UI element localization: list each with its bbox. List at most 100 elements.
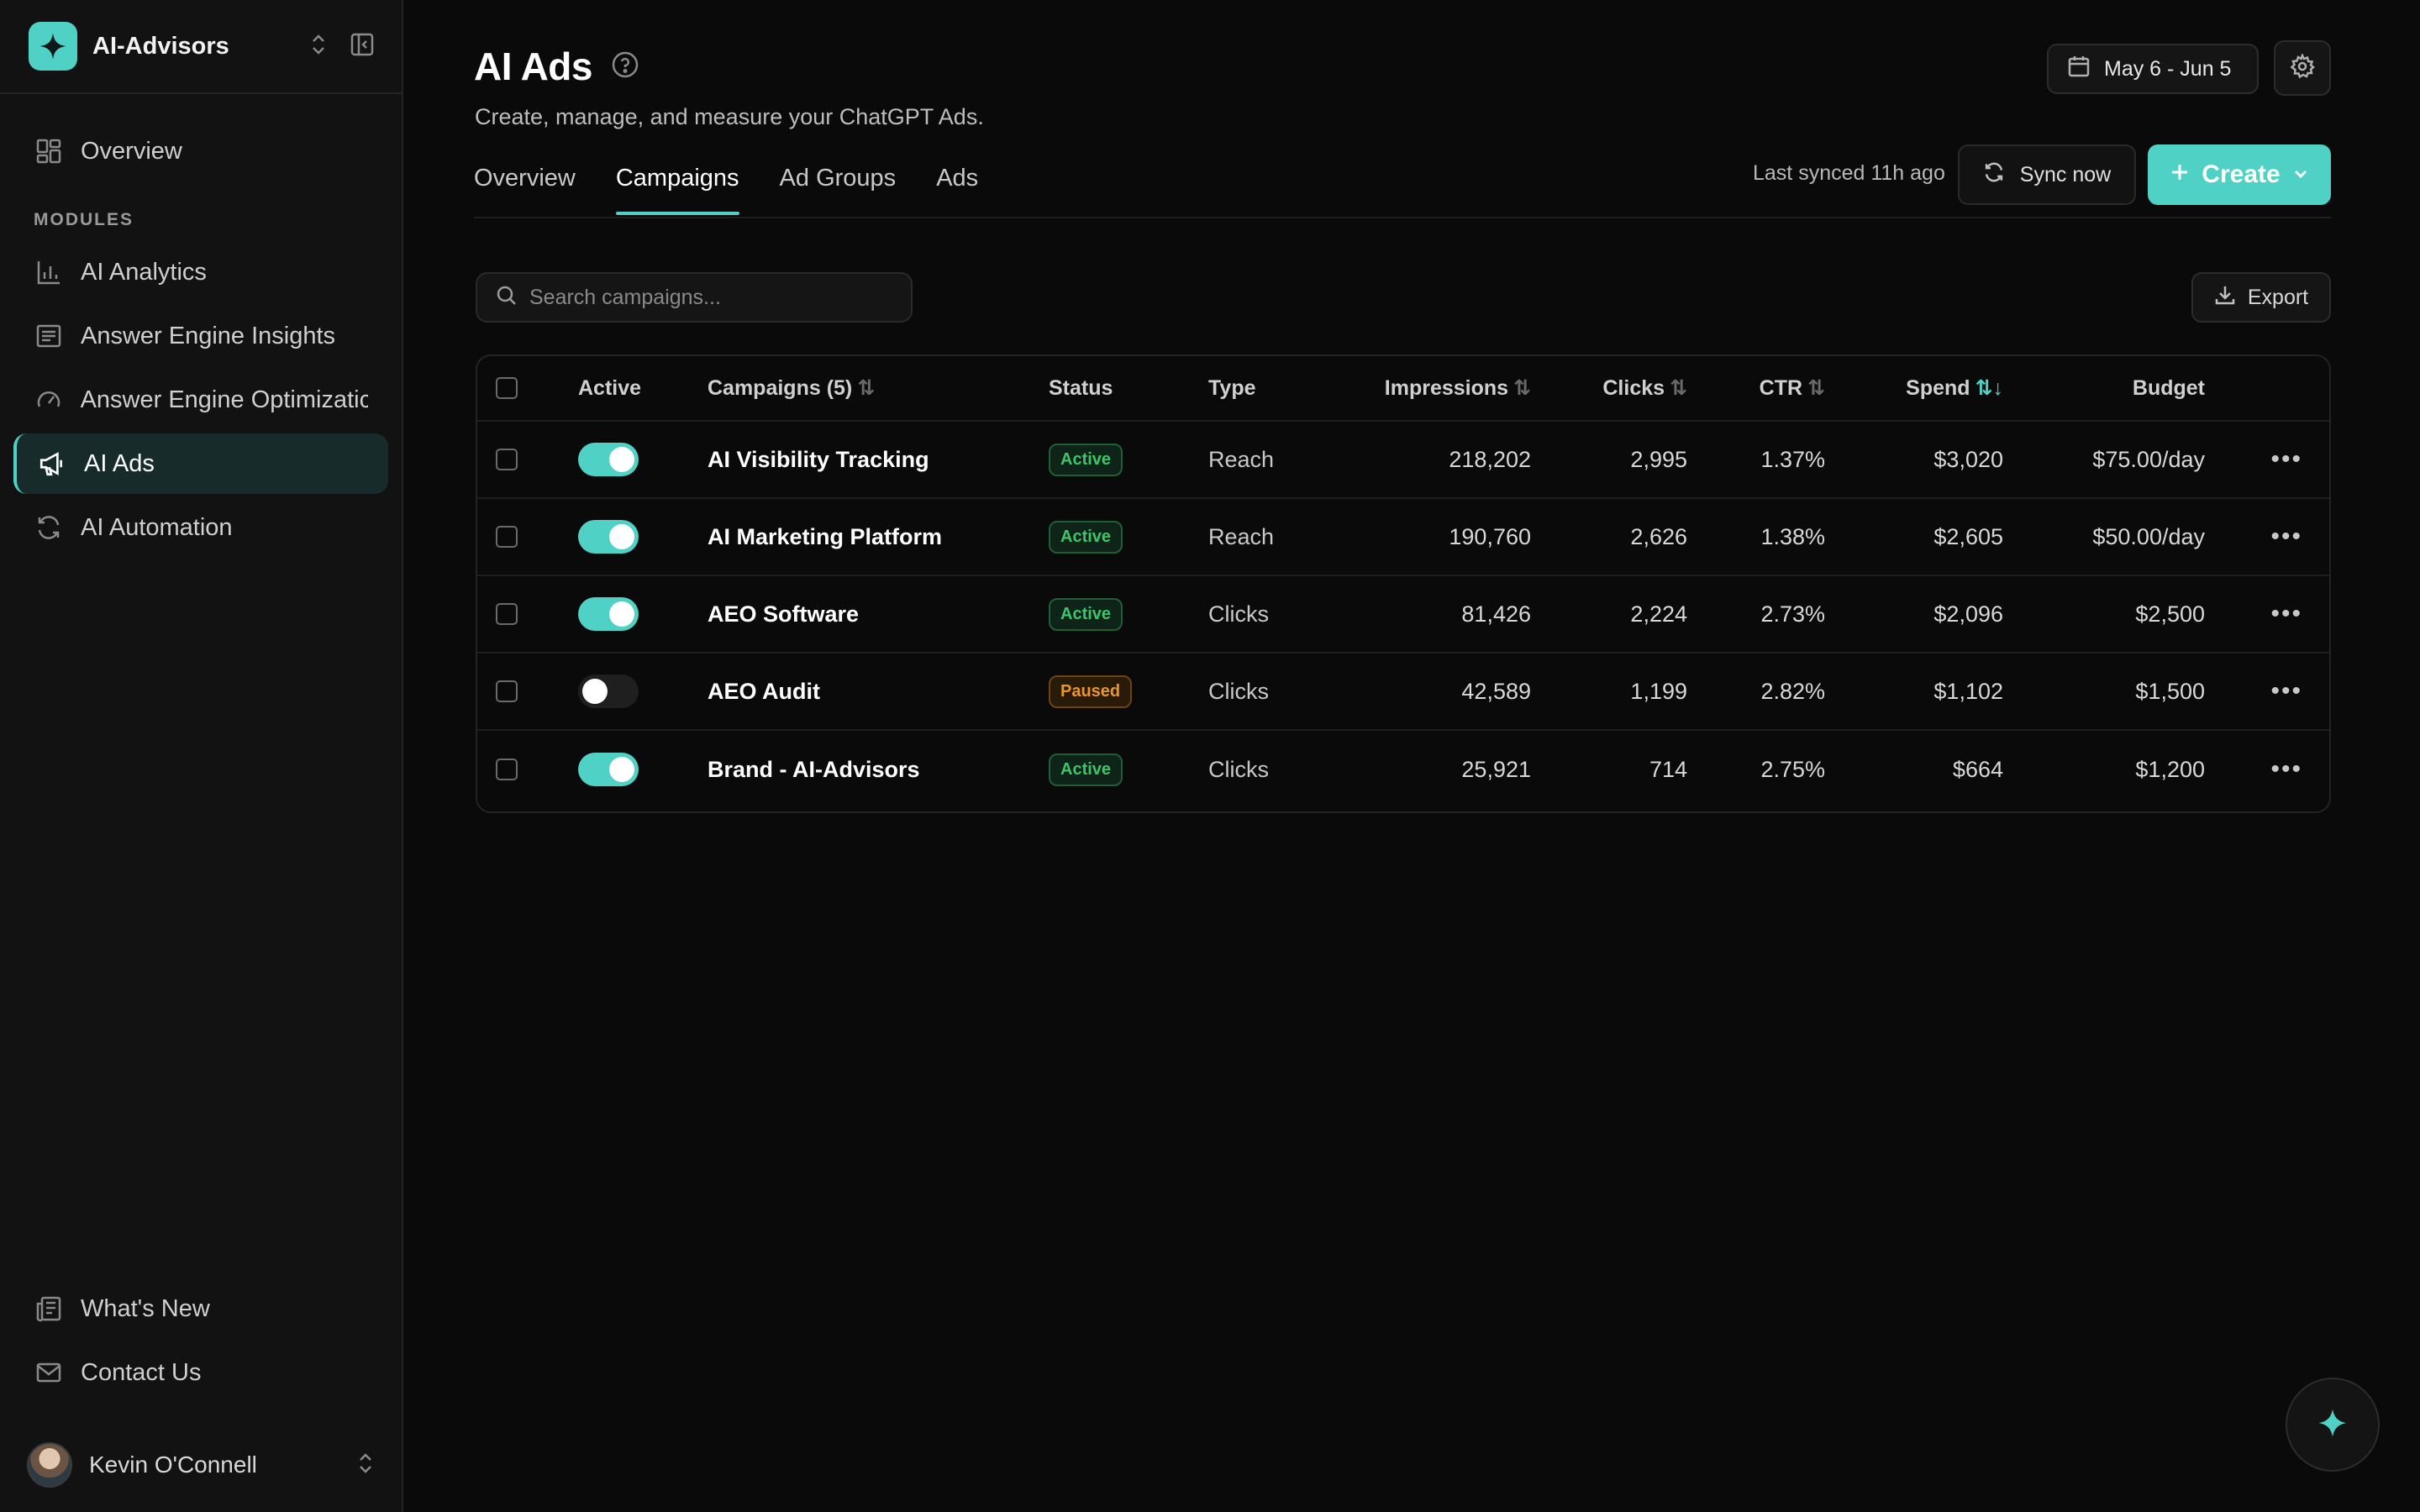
campaign-name[interactable]: AEO Software (708, 601, 860, 627)
campaign-name[interactable]: Brand - AI-Advisors (708, 756, 920, 782)
clicks-value: 2,626 (1630, 523, 1687, 549)
date-range-button[interactable]: May 6 - Jun 5 (2047, 44, 2259, 94)
workspace-switcher[interactable]: AI-Advisors (0, 0, 402, 94)
sidebar-item-label: Overview (81, 137, 182, 165)
sidebar-item-label: Contact Us (81, 1358, 202, 1386)
more-options-icon[interactable]: ••• (2270, 677, 2302, 705)
active-toggle[interactable] (578, 753, 639, 786)
sidebar-item-ai-automation[interactable]: AI Automation (13, 497, 388, 558)
page-subtitle: Create, manage, and measure your ChatGPT… (475, 104, 984, 129)
sync-now-button[interactable]: Sync now (1958, 144, 2136, 205)
status-badge: Active (1049, 520, 1123, 554)
active-toggle[interactable] (578, 443, 639, 476)
sidebar-item-label: AI Automation (81, 513, 233, 541)
row-checkbox[interactable] (496, 759, 518, 780)
newspaper-icon (34, 1294, 64, 1324)
sidebar-item-answer-engine-insights[interactable]: Answer Engine Insights (13, 306, 388, 366)
spend-value: $2,096 (1933, 601, 2003, 627)
more-options-icon[interactable]: ••• (2270, 522, 2302, 550)
sparkle-logo-icon (29, 22, 77, 71)
search-input[interactable] (529, 285, 892, 310)
campaign-name[interactable]: AEO Audit (708, 678, 820, 704)
budget-value: $75.00/day (2092, 446, 2205, 472)
export-button[interactable]: Export (2191, 272, 2331, 323)
table-row: AI Marketing Platform Active Reach 190,7… (477, 499, 2329, 576)
clicks-value: 1,199 (1630, 678, 1687, 704)
row-checkbox[interactable] (496, 603, 518, 625)
header-clicks-label: Clicks (1602, 376, 1665, 400)
calendar-icon (2067, 55, 2091, 84)
tab-ad-groups[interactable]: Ad Groups (779, 165, 897, 192)
table-row: AEO Audit Paused Clicks 42,589 1,199 2.8… (477, 654, 2329, 731)
more-options-icon[interactable]: ••• (2270, 755, 2302, 783)
sidebar-item-ai-analytics[interactable]: AI Analytics (13, 242, 388, 302)
gauge-icon (34, 385, 64, 415)
sidebar-item-contact-us[interactable]: Contact Us (13, 1342, 388, 1403)
active-toggle[interactable] (578, 675, 639, 708)
search-icon (496, 285, 518, 311)
user-menu[interactable]: Kevin O'Connell (27, 1440, 375, 1490)
sort-icon: ⇅ (1807, 376, 1825, 400)
tab-campaigns[interactable]: Campaigns (615, 165, 739, 218)
row-checkbox[interactable] (496, 680, 518, 702)
select-all-checkbox[interactable] (496, 377, 518, 399)
header-spend-label: Spend (1906, 376, 1970, 400)
gear-icon (2290, 52, 2315, 83)
avatar (27, 1442, 72, 1488)
collapse-sidebar-icon[interactable] (350, 32, 375, 61)
sort-icon: ⇅ (1670, 376, 1687, 400)
header-impressions-label: Impressions (1384, 376, 1509, 400)
sparkle-icon (2316, 1406, 2349, 1444)
campaigns-table: Active Campaigns (5) ⇅ Status Type Impres… (476, 354, 2331, 813)
campaign-name[interactable]: AI Visibility Tracking (708, 446, 929, 472)
table-row: AI Visibility Tracking Active Reach 218,… (477, 422, 2329, 499)
budget-value: $2,500 (2135, 601, 2205, 627)
sync-now-label: Sync now (2019, 162, 2112, 186)
refresh-icon (1983, 161, 2005, 189)
active-toggle[interactable] (578, 597, 639, 631)
header-ctr[interactable]: CTR ⇅ (1760, 375, 1825, 401)
create-button[interactable]: Create (2148, 144, 2331, 205)
refresh-icon (34, 512, 64, 543)
last-synced-text: Last synced 11h ago (1753, 161, 1945, 185)
chevron-down-icon (2292, 160, 2309, 189)
header-impressions[interactable]: Impressions ⇅ (1385, 375, 1531, 401)
ai-assistant-button[interactable] (2286, 1378, 2380, 1472)
date-range-label: May 6 - Jun 5 (2104, 56, 2232, 81)
tab-ads[interactable]: Ads (936, 165, 979, 192)
spend-value: $664 (1952, 756, 2003, 782)
status-badge: Active (1049, 443, 1123, 476)
sidebar-item-whats-new[interactable]: What's New (13, 1278, 388, 1339)
page-title: AI Ads (474, 45, 592, 88)
tab-overview[interactable]: Overview (474, 165, 576, 192)
megaphone-icon (37, 449, 67, 479)
settings-button[interactable] (2274, 40, 2331, 96)
clicks-value: 2,995 (1630, 446, 1687, 472)
campaign-name[interactable]: AI Marketing Platform (708, 523, 943, 549)
campaign-type: Clicks (1208, 678, 1269, 704)
ctr-value: 1.38% (1760, 523, 1825, 549)
status-badge: Paused (1049, 675, 1133, 708)
campaign-type: Reach (1208, 446, 1275, 472)
header-spend[interactable]: Spend ⇅↓ (1906, 375, 2003, 401)
more-options-icon[interactable]: ••• (2270, 600, 2302, 627)
header-clicks[interactable]: Clicks ⇅ (1602, 375, 1687, 401)
sidebar-item-label: AI Analytics (81, 258, 207, 286)
ctr-value: 2.75% (1760, 756, 1825, 782)
row-checkbox[interactable] (496, 449, 518, 470)
table-header-row: Active Campaigns (5) ⇅ Status Type Impres… (477, 356, 2329, 422)
ctr-value: 2.73% (1760, 601, 1825, 627)
more-options-icon[interactable]: ••• (2270, 445, 2302, 473)
help-icon[interactable] (611, 50, 639, 83)
sidebar-item-overview[interactable]: Overview (13, 121, 388, 181)
chevrons-updown-icon[interactable] (309, 33, 328, 60)
row-checkbox[interactable] (496, 526, 518, 548)
header-campaigns[interactable]: Campaigns (5) ⇅ (708, 375, 875, 401)
sidebar-item-answer-engine-optimization[interactable]: Answer Engine Optimizatic (13, 370, 388, 430)
active-toggle[interactable] (578, 520, 639, 554)
status-badge: Active (1049, 597, 1123, 631)
chevrons-updown-icon[interactable] (356, 1452, 375, 1479)
header-type: Type (1208, 375, 1256, 400)
sidebar-item-ai-ads[interactable]: AI Ads (13, 433, 388, 494)
budget-value: $50.00/day (2092, 523, 2205, 549)
